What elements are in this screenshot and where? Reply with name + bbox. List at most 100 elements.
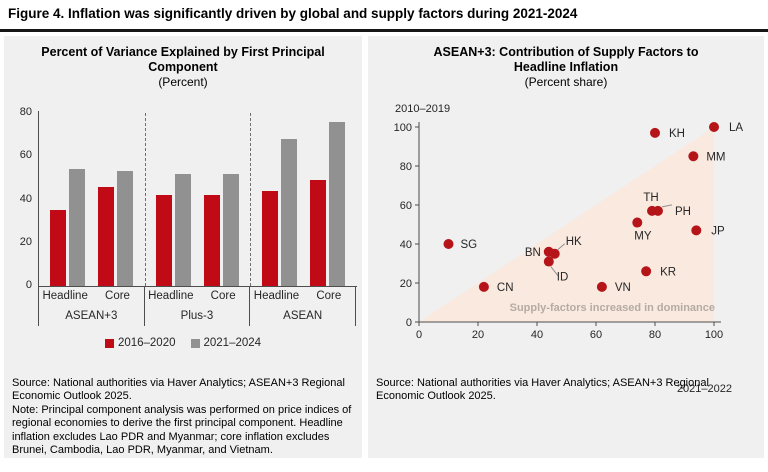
scatter-point-label-MM: MM [706, 151, 725, 163]
scatter-x-tick-label: 0 [416, 329, 422, 341]
scatter-svg-host: Supply-factors increased in dominance 0 20… [368, 91, 764, 371]
scatter-point-LA [709, 122, 719, 132]
scatter-x-axis-title: 2021–2022 [676, 383, 732, 395]
title-divider [0, 29, 768, 32]
scatter-plot: Supply-factors increased in dominance 0 20… [394, 122, 743, 341]
scatter-point-PH [652, 205, 663, 216]
leader-line-HK [557, 243, 566, 251]
bar-pair [155, 173, 191, 286]
scatter-y-tick-label: 40 [400, 239, 412, 251]
bar-category-row: Headline Core [39, 286, 145, 306]
bar-group-label: Plus-3 [145, 306, 251, 326]
scatter-x-tick-label: 100 [705, 329, 723, 341]
bar-group-separator [144, 113, 146, 286]
bar-ytick-label: 20 [19, 235, 32, 248]
bar-category-label: Core [316, 290, 342, 302]
scatter-x-tick-label: 60 [590, 329, 602, 341]
bar-category-label: Core [210, 290, 236, 302]
bar-group [250, 113, 356, 286]
scatter-point-label-VN: VN [615, 282, 631, 294]
bar-group-label: ASEAN [250, 306, 356, 326]
left-panel: Percent of Variance Explained by First P… [4, 36, 362, 458]
scatter-point-label-JP: JP [711, 225, 725, 237]
scatter-point-label-LA: LA [729, 122, 743, 134]
bar-2016-2020 [203, 195, 220, 286]
right-chart-subtitle: (Percent share) [524, 75, 608, 89]
bar-2021-2024 [280, 138, 297, 286]
scatter-point-CN [478, 281, 489, 292]
bar-2016-2020 [155, 195, 172, 286]
bar-2021-2024 [222, 173, 239, 286]
bar-ytick-label: 80 [19, 106, 32, 118]
scatter-point-label-PH: PH [675, 206, 691, 218]
bar-ytick-label: 40 [19, 192, 32, 205]
bar-2021-2024 [117, 171, 134, 286]
bar-ytick-label: 60 [19, 149, 32, 162]
left-chart-title: Percent of Variance Explained by First P… [4, 45, 362, 90]
bar-2016-2020 [261, 190, 278, 286]
scatter-x-tick-label: 80 [649, 329, 661, 341]
scatter-point-label-ID: ID [557, 272, 569, 284]
scatter-y-tick-label: 100 [394, 122, 412, 134]
leader-line-PH [661, 204, 673, 208]
bar-legend: 2016–2020 2021–2024 [4, 337, 362, 349]
bar-2021-2024 [328, 121, 345, 286]
left-chart-title-line1: Percent of Variance Explained by First P… [41, 45, 325, 59]
scatter-y-tick-label: 80 [400, 161, 412, 173]
scatter-point-label-MY: MY [634, 231, 652, 243]
legend-label: 2021–2024 [203, 337, 262, 349]
legend-swatch [104, 338, 114, 348]
scatter-point-MY [632, 217, 643, 228]
legend-item: 2021–2024 [190, 337, 262, 349]
right-panel: ASEAN+3: Contribution of Supply Factors … [368, 36, 764, 458]
shade-triangle [419, 127, 714, 322]
bar-2016-2020 [50, 210, 67, 286]
bar-group-label: ASEAN+3 [39, 306, 145, 326]
bar-category-label: Headline [253, 290, 300, 302]
bar-category-row: Headline Core [145, 286, 251, 306]
right-chart-title-line2: Headline Inflation [513, 60, 619, 74]
right-chart-title: ASEAN+3: Contribution of Supply Factors … [368, 45, 764, 90]
legend-label: 2016–2020 [117, 337, 176, 349]
bar-2016-2020 [98, 186, 115, 286]
bar-group [145, 113, 251, 286]
scatter-point-label-BN: BN [525, 247, 541, 259]
scatter-point-VN [596, 281, 607, 292]
bar-group-separator [250, 113, 252, 286]
scatter-point-label-HK: HK [566, 236, 582, 248]
shade-annotation: Supply-factors increased in dominance [510, 302, 715, 314]
scatter-point-label-KR: KR [660, 266, 676, 278]
right-source-note: Source: National authorities via Haver A… [376, 377, 748, 404]
scatter-point-SG [443, 239, 454, 249]
bar-pair [203, 173, 239, 286]
scatter-point-MM [688, 151, 699, 162]
bar-group [39, 113, 145, 286]
scatter-point-JP [691, 225, 702, 236]
bar-category-label: Core [105, 290, 130, 302]
bar-ytick-label: 0 [25, 279, 32, 291]
left-source-note: Source: National authorities via Haver A… [12, 377, 360, 457]
bar-pair [261, 138, 297, 286]
bar-pair [309, 121, 345, 286]
source-note-paragraph: Source: National authorities via Haver A… [376, 377, 709, 403]
left-chart-title-line2: Component [148, 60, 218, 74]
bar-x-axis-line [38, 286, 357, 287]
scatter-point-KH [650, 127, 660, 138]
bar-y-axis-line [38, 111, 39, 326]
legend-swatch [190, 338, 200, 348]
scatter-point-HK [549, 248, 560, 259]
scatter-point-label-CN: CN [497, 282, 514, 294]
scatter-point-label-TH: TH [643, 192, 658, 204]
scatter-y-tick-label: 0 [406, 317, 412, 329]
scatter-point-ID [543, 256, 554, 267]
bar-category-row: Headline Core [250, 286, 356, 306]
bar-category-label: Headline [42, 290, 88, 302]
figure-title: Figure 4. Inflation was significantly dr… [8, 6, 578, 21]
bar-pair [98, 171, 134, 286]
scatter-point-label-SG: SG [461, 239, 478, 251]
scatter-point-KR [641, 266, 652, 277]
bar-category-label: Headline [148, 290, 194, 302]
legend-item: 2016–2020 [104, 337, 176, 349]
source-note-paragraph: Note: Principal component analysis was p… [12, 403, 352, 457]
bar-pair [50, 169, 86, 286]
